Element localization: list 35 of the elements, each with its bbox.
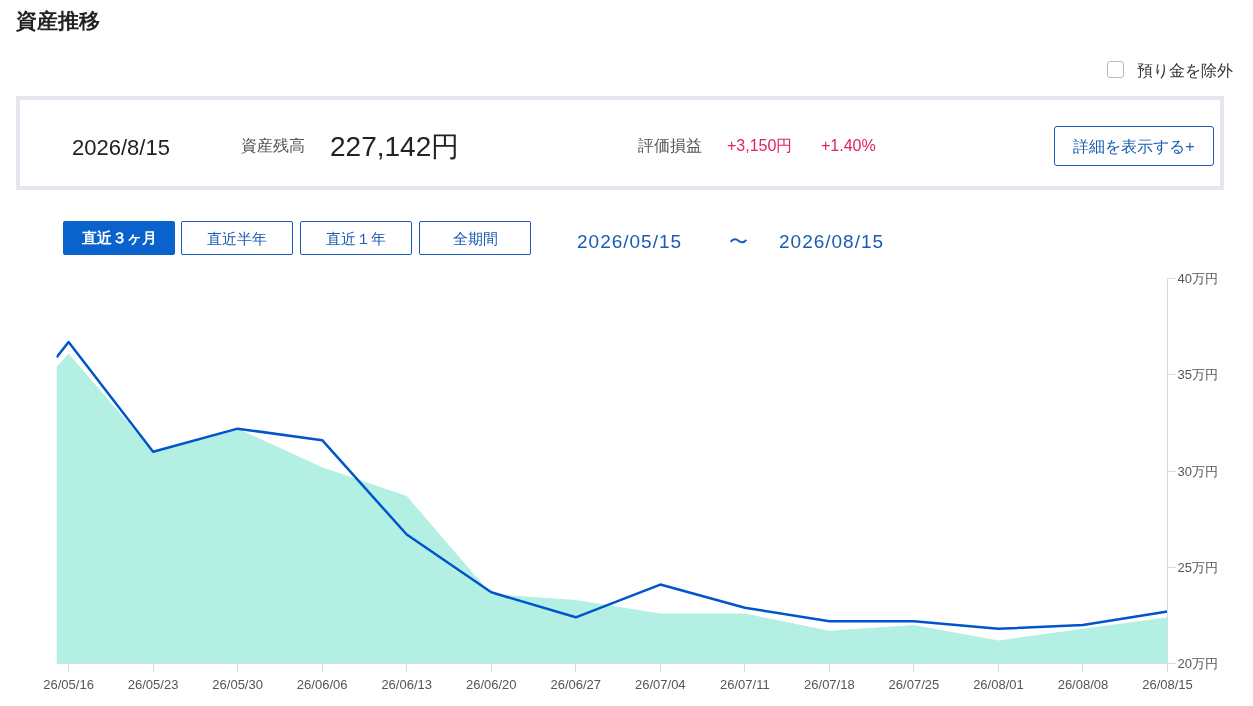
y-tick-label: 40万円 bbox=[1177, 271, 1218, 286]
text: +3,150円 bbox=[727, 136, 793, 156]
y-tick-label: 35万円 bbox=[1177, 367, 1218, 383]
text: 詳細を表示する+ bbox=[1054, 126, 1214, 166]
text: 2026/05/15 bbox=[577, 230, 683, 254]
text: 直近半年 bbox=[181, 221, 293, 255]
x-tick-label: 26/07/11 bbox=[720, 676, 770, 692]
text: 直近１年 bbox=[300, 221, 412, 255]
x-tick-label: 26/06/20 bbox=[465, 676, 517, 692]
x-tick-label: 26/06/13 bbox=[381, 676, 433, 692]
text: 〜 bbox=[729, 230, 748, 254]
x-tick-label: 26/07/18 bbox=[804, 676, 855, 692]
x-tick-label: 26/07/04 bbox=[635, 676, 686, 692]
x-tick-label: 26/08/08 bbox=[1057, 676, 1109, 692]
text: 預り金を除外 bbox=[1137, 61, 1233, 81]
chart-title: 資産推移 bbox=[16, 8, 100, 34]
text: 2026/08/15 bbox=[779, 230, 885, 254]
y-tick-label: 20万円 bbox=[1177, 656, 1218, 671]
x-tick-label: 26/05/30 bbox=[212, 676, 263, 692]
text: 227,142円 bbox=[330, 130, 460, 164]
x-tick-label: 26/05/23 bbox=[127, 676, 179, 692]
text: +1.40% bbox=[821, 136, 876, 156]
text: 2026/8/15 bbox=[72, 134, 170, 162]
text: 資産残高 bbox=[241, 136, 305, 156]
text: 評価損益 bbox=[638, 136, 702, 156]
x-tick-label: 26/08/01 bbox=[973, 676, 1024, 692]
y-tick-label: 25万円 bbox=[1177, 559, 1218, 575]
x-tick-label: 26/06/27 bbox=[550, 676, 602, 692]
x-tick-label: 26/08/15 bbox=[1142, 676, 1193, 692]
x-tick-label: 26/07/25 bbox=[888, 676, 940, 692]
y-tick-label: 30万円 bbox=[1177, 463, 1218, 479]
text: 直近３ヶ月 bbox=[63, 221, 175, 255]
x-tick-label: 26/06/06 bbox=[296, 676, 348, 692]
text: 全期間 bbox=[419, 221, 531, 255]
x-tick-label: 26/05/16 bbox=[43, 676, 94, 692]
